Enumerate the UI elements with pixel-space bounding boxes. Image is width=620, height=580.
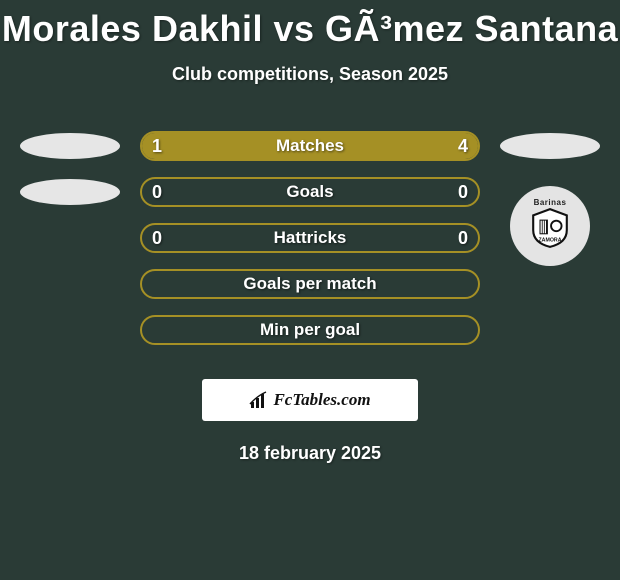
player-placeholder-icon: [20, 133, 120, 159]
stat-value-right: 0: [458, 182, 468, 203]
player-placeholder-icon: [500, 133, 600, 159]
left-player-slot-1: [0, 133, 140, 159]
club-badge: Barinas ZAMORA: [510, 186, 590, 266]
stat-label: Goals: [142, 182, 478, 202]
stat-bar-matches: 1 Matches 4: [140, 131, 480, 161]
stats-block: 1 Matches 4 0 Goals 0: [0, 123, 620, 353]
shield-icon: ZAMORA: [529, 207, 571, 249]
stat-label: Matches: [142, 136, 478, 156]
svg-text:ZAMORA: ZAMORA: [538, 238, 561, 244]
bar-chart-icon: [249, 390, 269, 410]
stat-row: 0 Goals 0 Barinas ZAM: [0, 169, 620, 215]
player-placeholder-icon: [20, 179, 120, 205]
stat-value-right: 4: [458, 136, 468, 157]
branding-text: FcTables.com: [273, 390, 370, 410]
club-badge-city: Barinas: [529, 198, 571, 207]
stat-bar-min-per-goal: Min per goal: [140, 315, 480, 345]
right-player-slot-1: [480, 133, 620, 159]
stat-bar-goals: 0 Goals 0: [140, 177, 480, 207]
left-player-slot-2: [0, 179, 140, 205]
stat-label: Min per goal: [142, 320, 478, 340]
stat-value-right: 0: [458, 228, 468, 249]
stat-bar-goals-per-match: Goals per match: [140, 269, 480, 299]
date-label: 18 february 2025: [0, 443, 620, 464]
comparison-card: Morales Dakhil vs GÃ³mez Santana Club co…: [0, 0, 620, 580]
stat-row: 1 Matches 4: [0, 123, 620, 169]
stat-label: Goals per match: [142, 274, 478, 294]
stat-row: Min per goal: [0, 307, 620, 353]
stat-label: Hattricks: [142, 228, 478, 248]
subtitle: Club competitions, Season 2025: [0, 64, 620, 85]
stat-row: Goals per match: [0, 261, 620, 307]
page-title: Morales Dakhil vs GÃ³mez Santana: [0, 0, 620, 50]
branding-box: FcTables.com: [202, 379, 418, 421]
stat-bar-hattricks: 0 Hattricks 0: [140, 223, 480, 253]
